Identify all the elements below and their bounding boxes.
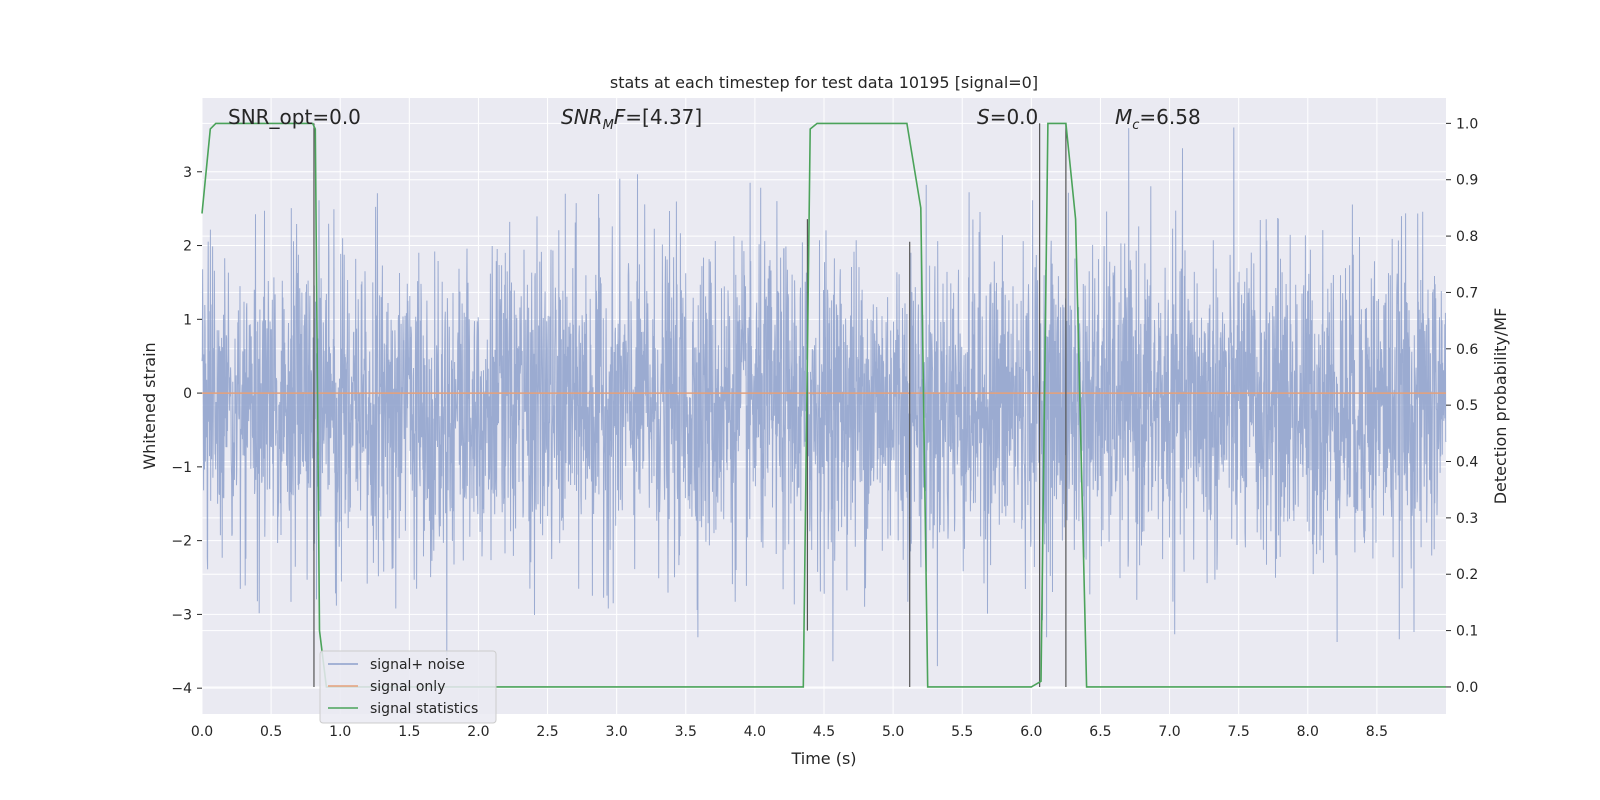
x-tick-label: 1.0 bbox=[329, 724, 351, 740]
y-axis-label-right: Detection probability/MF bbox=[1491, 308, 1510, 505]
signal-noise-series bbox=[201, 127, 1447, 667]
x-tick-label: 5.5 bbox=[951, 724, 973, 740]
annotation-mc: Mc=6.58 bbox=[1115, 105, 1201, 133]
x-tick-label: 6.5 bbox=[1089, 724, 1111, 740]
x-tick-label: 2.0 bbox=[467, 724, 489, 740]
legend: signal+ noise signal only signal statist… bbox=[319, 650, 497, 724]
y-left-tick-label: −1 bbox=[171, 460, 192, 476]
legend-label-signal-only: signal only bbox=[370, 679, 445, 695]
x-tick-label: 1.5 bbox=[398, 724, 420, 740]
x-tick-label: 8.5 bbox=[1366, 724, 1388, 740]
tick-labels: 0.0 0.5 1.0 1.5 2.0 2.5 3.0 3.5 4.0 4.5 5.0 5.5 6.0 6… bbox=[171, 116, 1478, 740]
annotation-snr-opt: SNR_opt=0.0 bbox=[228, 105, 361, 129]
y-right-tick-label: 0.4 bbox=[1456, 455, 1478, 471]
x-tick-label: 0.0 bbox=[191, 724, 213, 740]
x-tick-label: 5.0 bbox=[882, 724, 904, 740]
annotations: SNR_opt=0.0 SNRMF=[4.37] S=0.0 Mc=6.58 bbox=[228, 105, 1201, 133]
y-right-tick-label: 0.6 bbox=[1456, 342, 1478, 358]
x-tick-label: 6.0 bbox=[1020, 724, 1042, 740]
y-right-tick-label: 0.5 bbox=[1456, 398, 1478, 414]
y-right-tick-label: 0.2 bbox=[1456, 567, 1478, 583]
y-left-tick-label: −4 bbox=[171, 681, 192, 697]
y-left-tick-label: −3 bbox=[171, 607, 192, 623]
y-right-tick-label: 1.0 bbox=[1456, 116, 1478, 132]
x-tick-label: 3.0 bbox=[606, 724, 628, 740]
legend-label-signal-noise: signal+ noise bbox=[370, 657, 465, 673]
y-left-tick-label: 1 bbox=[183, 312, 192, 328]
signal-statistics-line bbox=[201, 122, 1446, 688]
y-left-tick-label: 0 bbox=[183, 386, 192, 402]
annotation-snr-mf: SNRMF=[4.37] bbox=[561, 105, 702, 133]
y-right-tick-label: 0.7 bbox=[1456, 285, 1478, 301]
y-right-tick-label: 0.9 bbox=[1456, 173, 1478, 189]
x-tick-label: 0.5 bbox=[260, 724, 282, 740]
signal-statistics-series bbox=[201, 122, 1446, 688]
y-left-tick-label: 2 bbox=[183, 239, 192, 255]
x-tick-label: 7.5 bbox=[1228, 724, 1250, 740]
y-left-tick-label: −2 bbox=[171, 534, 192, 550]
vertical-markers bbox=[313, 123, 1067, 687]
x-tick-label: 2.5 bbox=[536, 724, 558, 740]
annotation-s: S=0.0 bbox=[977, 105, 1038, 129]
y-right-tick-label: 0.3 bbox=[1456, 511, 1478, 527]
x-tick-label: 3.5 bbox=[675, 724, 697, 740]
x-axis-label: Time (s) bbox=[790, 749, 856, 768]
legend-label-signal-statistics: signal statistics bbox=[370, 701, 478, 717]
x-tick-label: 7.0 bbox=[1158, 724, 1180, 740]
legend-box bbox=[319, 650, 497, 724]
y-axis-label-left: Whitened strain bbox=[140, 342, 159, 469]
x-tick-label: 8.0 bbox=[1297, 724, 1319, 740]
chart-title: stats at each timestep for test data 101… bbox=[610, 73, 1038, 92]
y-left-tick-label: 3 bbox=[183, 165, 192, 181]
x-tick-label: 4.0 bbox=[744, 724, 766, 740]
y-right-tick-label: 0.1 bbox=[1456, 624, 1478, 640]
signal-noise-line bbox=[201, 127, 1447, 667]
x-tick-label: 4.5 bbox=[813, 724, 835, 740]
y-right-tick-label: 0.0 bbox=[1456, 680, 1478, 696]
y-right-tick-label: 0.8 bbox=[1456, 229, 1478, 245]
